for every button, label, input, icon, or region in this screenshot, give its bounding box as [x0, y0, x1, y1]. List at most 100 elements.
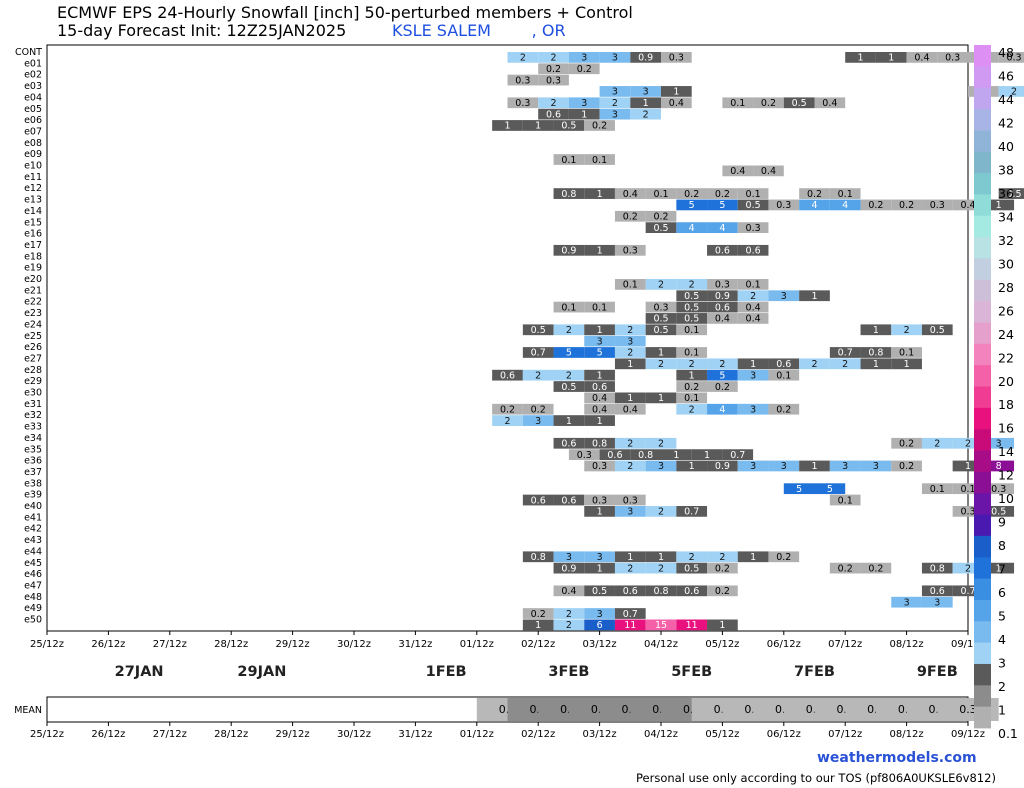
cell-e04 [538, 97, 569, 109]
cell-value-e24: 2 [566, 325, 572, 336]
cell-value-e21: 2 [750, 291, 756, 302]
cell-value-e28: 1 [689, 370, 695, 381]
row-label-e33: e33 [24, 422, 42, 433]
row-label-e25: e25 [24, 331, 42, 342]
cell-value-e04: 0.5 [792, 98, 807, 109]
colorbar-segment [974, 365, 991, 387]
cell-e50 [522, 619, 554, 631]
colorbar-segment [974, 514, 991, 537]
brand-link[interactable]: weathermodels.com [817, 750, 977, 766]
colorbar-tick-label: 2 [998, 679, 1006, 694]
cell-value-e38: 0.3 [991, 484, 1006, 495]
cell-value-e20: 2 [658, 280, 664, 291]
cell-e35 [568, 449, 600, 460]
cell-value-e35: 1 [704, 450, 710, 461]
cell-CONT [875, 52, 907, 63]
cell-e36 [614, 460, 646, 472]
cell-e45 [921, 562, 953, 574]
cell-e38 [783, 483, 815, 495]
cell-value-e34: 2 [965, 439, 971, 450]
cell-e05 [630, 108, 661, 120]
cell-e30 [645, 392, 677, 404]
cell-e17 [737, 244, 769, 256]
colorbar-segment [974, 215, 991, 238]
cell-e02 [507, 74, 539, 86]
cell-e47 [584, 585, 615, 597]
cell-e23 [737, 313, 769, 324]
cell-value-e45: 0.8 [930, 563, 945, 574]
cell-e47 [614, 585, 646, 597]
x-tick-label: 08/12z [890, 639, 924, 650]
cell-value-e27: 2 [658, 359, 664, 370]
cell-e44 [614, 551, 646, 563]
cell-e36 [645, 460, 677, 472]
chart-title: ECMWF EPS 24-Hourly Snowfall [inch] 50-p… [57, 3, 633, 22]
cell-value-e50: 1 [719, 620, 725, 631]
row-label-e07: e07 [24, 126, 42, 137]
cell-value-e12: 0.8 [561, 189, 576, 200]
colorbar-tick-label: 26 [998, 303, 1014, 318]
cell-value-e21: 0.5 [684, 291, 699, 302]
cell-value-e28: 0.1 [776, 370, 791, 381]
cell-e27 [829, 358, 861, 370]
cell-CONT [599, 52, 631, 63]
cell-e31 [614, 403, 646, 415]
cell-e12 [998, 188, 1024, 199]
cell-e39 [614, 494, 646, 506]
cell-value-e06: 1 [535, 121, 541, 132]
cell-e27 [891, 358, 922, 370]
cell-value-e31: 0.2 [776, 404, 791, 415]
cell-e49 [584, 608, 615, 619]
cell-e02 [538, 74, 569, 86]
cell-value-e04: 0.3 [515, 98, 530, 109]
colorbar-segment [974, 45, 991, 67]
colorbar-tick-label: 4 [998, 632, 1006, 647]
cell-value-e45: 1 [996, 563, 1002, 574]
cell-e01 [568, 63, 600, 75]
cell-e34 [983, 437, 1015, 449]
cell-e29 [553, 381, 585, 392]
cell-e31 [768, 403, 800, 415]
cell-e22 [584, 301, 615, 313]
x-tick-label: 05/12z [705, 639, 739, 650]
cell-value-e32: 1 [566, 416, 572, 427]
cell-value-e44: 3 [566, 552, 572, 563]
cell-e23 [645, 313, 677, 324]
cell-value-e50: 11 [624, 620, 636, 631]
cell-value-e20: 0.3 [715, 280, 730, 291]
cell-e03 [630, 86, 661, 97]
cell-e23 [707, 313, 738, 324]
row-label-e17: e17 [24, 240, 42, 251]
colorbar-tick-label: 12 [998, 468, 1014, 483]
cell-e36 [983, 460, 1015, 472]
cell-value-e47: 0.8 [653, 586, 668, 597]
cell-value-e12: 0.2 [807, 189, 822, 200]
cell-value-CONT: 3 [612, 53, 618, 64]
cell-e31 [707, 403, 738, 415]
cell-e34 [553, 437, 585, 449]
cell-value-e47: 0.2 [715, 586, 730, 597]
tos-notice: Personal use only according to our TOS (… [636, 771, 996, 785]
cell-e28 [768, 369, 800, 381]
colorbar-segment [974, 386, 991, 409]
x-tick-label: 01/12z [460, 639, 494, 650]
cell-value-e27: 1 [750, 359, 756, 370]
cell-e12 [553, 188, 585, 199]
row-label-e23: e23 [24, 308, 42, 319]
row-label-e21: e21 [24, 285, 42, 296]
cell-CONT [937, 52, 968, 63]
colorbar-segment [974, 109, 991, 131]
cell-value-e13: 5 [719, 200, 725, 211]
day-label: 29JAN [237, 664, 286, 680]
row-label-e45: e45 [24, 558, 42, 569]
colorbar-tick-label: 30 [998, 256, 1014, 271]
cell-value-e03: 3 [643, 87, 649, 98]
cell-e38 [921, 483, 953, 495]
cell-value-e13: 4 [811, 200, 817, 211]
cell-value-e48: 3 [934, 597, 940, 608]
row-label-e35: e35 [24, 444, 42, 455]
x-tick-label-bottom: 29/12z [276, 729, 310, 740]
cell-value-e13: 0.3 [776, 200, 791, 211]
cell-value-e45: 2 [658, 563, 664, 574]
